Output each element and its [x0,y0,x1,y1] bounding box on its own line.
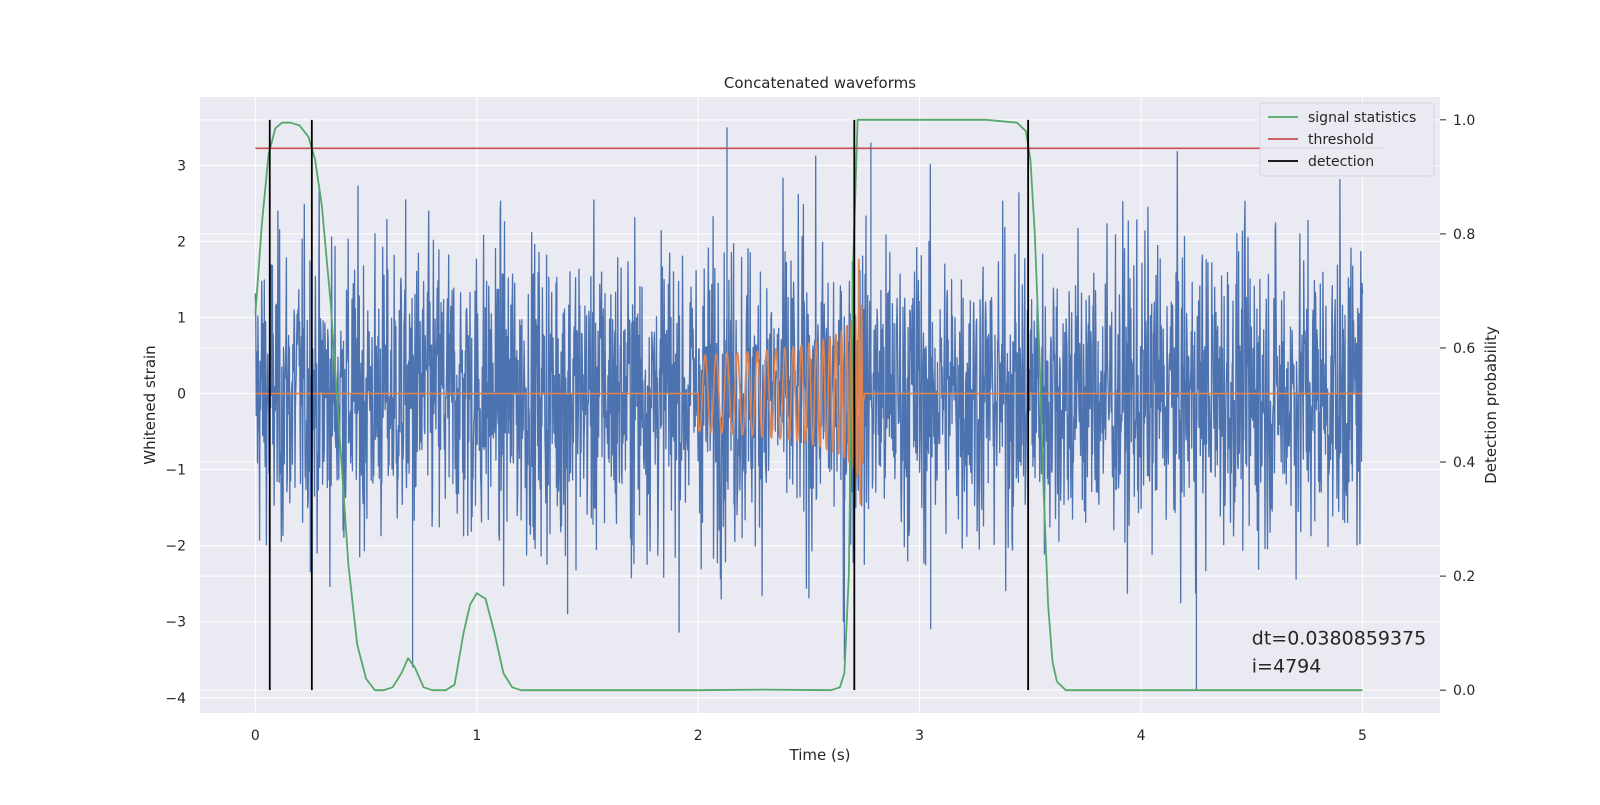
y-tick-label: 1 [177,311,186,327]
y-tick-label: −4 [165,691,186,707]
y-axis: −4 −3 −2 −1 0 1 2 3 [165,158,186,706]
x-tick-label: 2 [694,728,703,744]
y-axis-label: Whitened strain [141,345,159,464]
x-tick-label: 5 [1358,728,1367,744]
chirp-series [255,258,1363,505]
y-tick-label: −1 [165,463,186,479]
y2-axis-label: Detection probability [1482,326,1500,484]
detection-series [268,119,1030,691]
annotation-line: i=4794 [1252,656,1322,678]
x-tick-label: 1 [472,728,481,744]
x-tick-label: 3 [915,728,924,744]
legend-label: threshold [1308,132,1374,148]
legend-label: signal statistics [1308,110,1416,126]
x-tick-label: 0 [251,728,260,744]
y2-tick-label: 0.6 [1453,341,1475,357]
y2-axis: 0.0 0.2 0.4 0.6 0.8 1.0 [1440,113,1475,699]
y2-tick-label: 0.4 [1453,455,1475,471]
chirp-line [255,258,1363,505]
y2-tick-label: 0.0 [1453,683,1475,699]
y2-tick-label: 0.2 [1453,569,1475,585]
x-axis: 0 1 2 3 4 5 [251,728,1367,744]
signal-statistics-series [254,118,1363,692]
legend-box [1259,102,1435,177]
legend-label: detection [1308,154,1374,170]
y-tick-label: 0 [177,387,186,403]
y-tick-label: 2 [177,234,186,250]
signal-statistics-line [254,118,1363,692]
chart-title: Concatenated waveforms [724,74,916,92]
y2-tick-label: 1.0 [1453,113,1475,129]
noise-line [254,127,1364,691]
x-tick-label: 4 [1137,728,1146,744]
y-tick-label: −3 [165,615,186,631]
annotation: dt=0.0380859375 i=4794 [1252,628,1426,678]
y2-tick-label: 0.8 [1453,227,1475,243]
annotation-line: dt=0.0380859375 [1252,628,1426,650]
y-tick-label: −2 [165,539,186,555]
noise-series [254,127,1364,691]
legend: signal statistics threshold detection [1259,102,1435,177]
y-tick-label: 3 [177,158,186,174]
x-axis-label: Time (s) [789,746,851,764]
